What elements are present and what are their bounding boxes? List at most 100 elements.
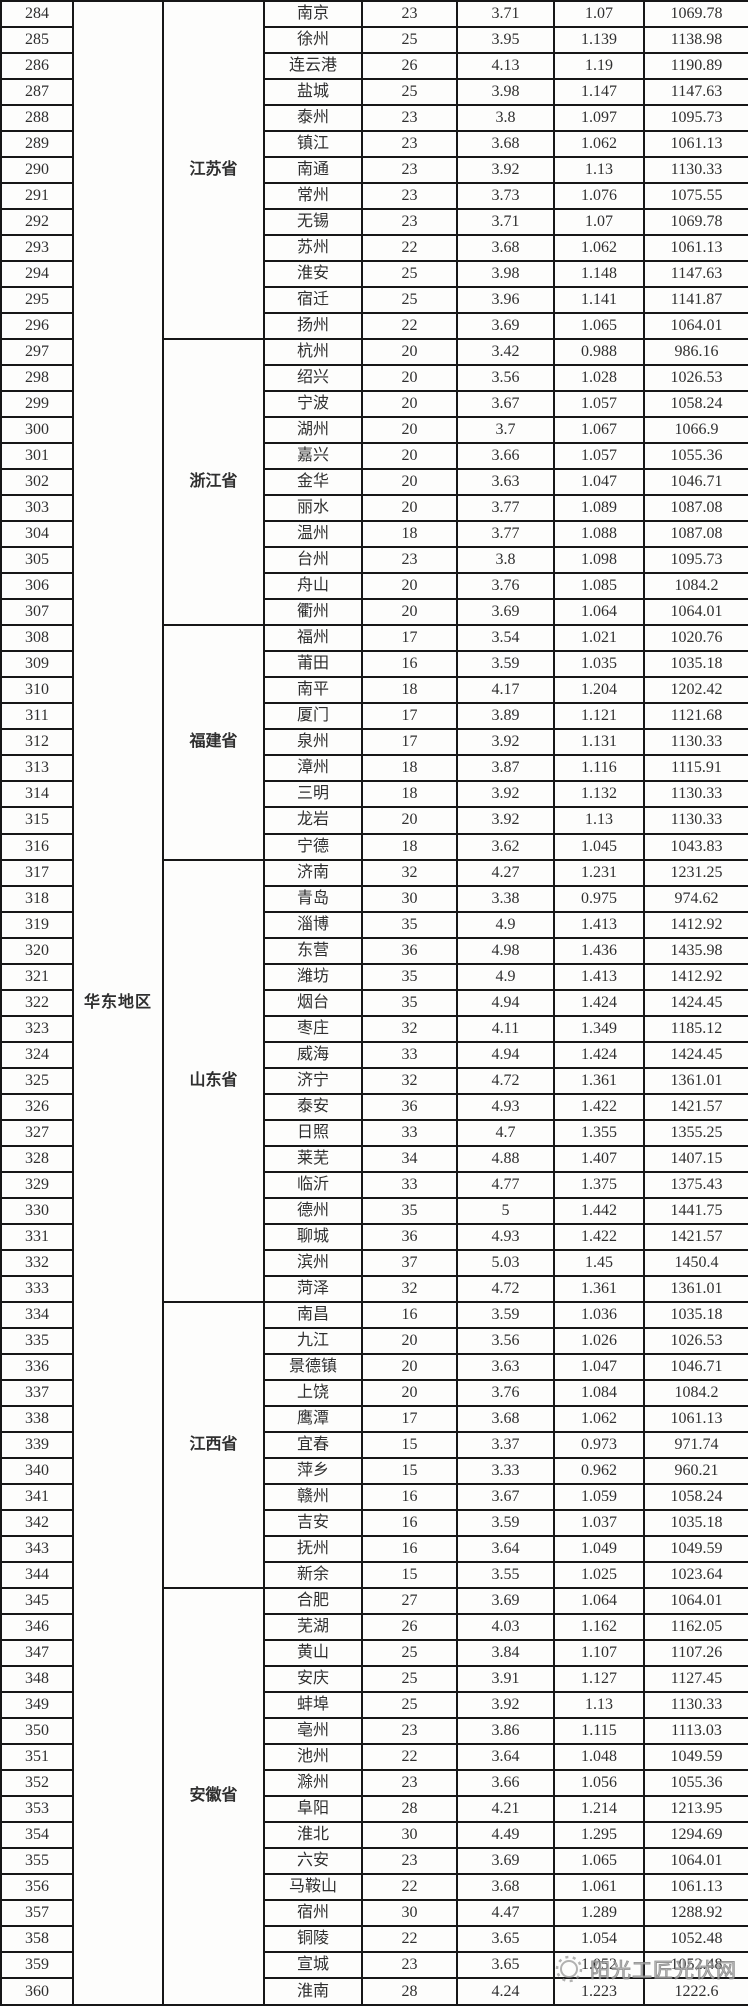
row-number-cell: 359 (0, 1951, 74, 1980)
city-cell: 漳州 (263, 754, 363, 783)
table-row: 289 镇江 23 3.68 1.062 1061.13 (0, 130, 748, 159)
table-row: 288 泰州 23 3.8 1.097 1095.73 (0, 104, 748, 133)
row-number-cell: 336 (0, 1352, 74, 1381)
table-row: 312 泉州 17 3.92 1.131 1130.33 (0, 728, 748, 757)
value-cell-1: 25 (361, 260, 458, 289)
value-cell-2: 3.95 (456, 26, 555, 55)
value-cell-4: 1130.33 (643, 806, 748, 835)
value-cell-4: 1095.73 (643, 546, 748, 575)
row-number-cell: 319 (0, 910, 74, 939)
row-number-cell: 320 (0, 936, 74, 965)
value-cell-3: 1.13 (553, 806, 645, 835)
row-number-cell: 341 (0, 1482, 74, 1511)
value-cell-3: 1.047 (553, 1352, 645, 1381)
table-row: 296 扬州 22 3.69 1.065 1064.01 (0, 312, 748, 341)
value-cell-2: 3.98 (456, 78, 555, 107)
value-cell-4: 1130.33 (643, 1691, 748, 1720)
value-cell-2: 3.59 (456, 1508, 555, 1537)
city-cell: 绍兴 (263, 364, 363, 393)
value-cell-4: 1061.13 (643, 130, 748, 159)
value-cell-2: 3.55 (456, 1560, 555, 1589)
value-cell-3: 1.097 (553, 104, 645, 133)
table-row: 301 嘉兴 20 3.66 1.057 1055.36 (0, 442, 748, 471)
table-row: 329 临沂 33 4.77 1.375 1375.43 (0, 1170, 748, 1199)
row-number-cell: 332 (0, 1248, 74, 1277)
city-cell: 丽水 (263, 494, 363, 523)
city-cell: 临沂 (263, 1170, 363, 1199)
value-cell-2: 4.13 (456, 52, 555, 81)
city-cell: 阜阳 (263, 1795, 363, 1824)
table-row: 306 舟山 20 3.76 1.085 1084.2 (0, 572, 748, 601)
value-cell-1: 18 (361, 832, 458, 861)
row-number-cell: 350 (0, 1717, 74, 1746)
city-cell: 湖州 (263, 416, 363, 445)
city-cell: 泰安 (263, 1092, 363, 1121)
table-row: 357 宿州 30 4.47 1.289 1288.92 (0, 1899, 748, 1928)
row-number-cell: 297 (0, 338, 74, 367)
value-cell-2: 3.87 (456, 754, 555, 783)
value-cell-2: 3.59 (456, 650, 555, 679)
value-cell-3: 1.047 (553, 468, 645, 497)
value-cell-4: 1087.08 (643, 520, 748, 549)
value-cell-4: 1130.33 (643, 728, 748, 757)
value-cell-4: 1035.18 (643, 1300, 748, 1329)
value-cell-1: 23 (361, 0, 458, 29)
table-row: 339 宜春 15 3.37 0.973 971.74 (0, 1430, 748, 1459)
value-cell-4: 1361.01 (643, 1066, 748, 1095)
row-number-cell: 296 (0, 312, 74, 341)
value-cell-3: 1.424 (553, 1040, 645, 1069)
value-cell-4: 1046.71 (643, 468, 748, 497)
value-cell-3: 0.975 (553, 884, 645, 913)
value-cell-2: 4.49 (456, 1821, 555, 1850)
value-cell-4: 1147.63 (643, 260, 748, 289)
table-row: 313 漳州 18 3.87 1.116 1115.91 (0, 754, 748, 783)
value-cell-2: 3.69 (456, 312, 555, 341)
city-cell: 三明 (263, 780, 363, 809)
value-cell-1: 18 (361, 780, 458, 809)
row-number-cell: 303 (0, 494, 74, 523)
province-cell: 浙江省 (162, 338, 265, 627)
value-cell-1: 16 (361, 1508, 458, 1537)
value-cell-2: 4.7 (456, 1118, 555, 1147)
value-cell-4: 1069.78 (643, 208, 748, 237)
city-cell: 抚州 (263, 1534, 363, 1563)
value-cell-4: 1435.98 (643, 936, 748, 965)
value-cell-3: 1.028 (553, 364, 645, 393)
city-cell: 吉安 (263, 1508, 363, 1537)
city-cell: 蚌埠 (263, 1691, 363, 1720)
value-cell-4: 1095.73 (643, 104, 748, 133)
row-number-cell: 353 (0, 1795, 74, 1824)
value-cell-1: 16 (361, 1482, 458, 1511)
value-cell-1: 23 (361, 208, 458, 237)
value-cell-3: 1.026 (553, 1326, 645, 1355)
row-number-cell: 328 (0, 1144, 74, 1173)
value-cell-2: 3.73 (456, 182, 555, 211)
table-row: 291 常州 23 3.73 1.076 1075.55 (0, 182, 748, 211)
city-cell: 黄山 (263, 1638, 363, 1668)
value-cell-4: 1026.53 (643, 1326, 748, 1355)
value-cell-1: 26 (361, 1612, 458, 1641)
value-cell-3: 1.422 (553, 1092, 645, 1121)
value-cell-4: 1115.91 (643, 754, 748, 783)
value-cell-2: 3.71 (456, 0, 555, 29)
value-cell-4: 1061.13 (643, 1873, 748, 1902)
city-cell: 上饶 (263, 1378, 363, 1407)
value-cell-4: 1049.59 (643, 1743, 748, 1772)
value-cell-1: 25 (361, 26, 458, 55)
value-cell-2: 3.38 (456, 884, 555, 913)
row-number-cell: 315 (0, 806, 74, 835)
value-cell-2: 3.8 (456, 104, 555, 133)
value-cell-4: 1066.9 (643, 416, 748, 445)
table-row: 311 厦门 17 3.89 1.121 1121.68 (0, 702, 748, 731)
value-cell-2: 3.92 (456, 728, 555, 757)
value-cell-3: 1.413 (553, 962, 645, 991)
city-cell: 潍坊 (263, 962, 363, 991)
value-cell-1: 20 (361, 1352, 458, 1381)
value-cell-4: 1231.25 (643, 858, 748, 887)
value-cell-2: 3.66 (456, 1769, 555, 1798)
value-cell-1: 18 (361, 754, 458, 783)
value-cell-1: 27 (361, 1586, 458, 1615)
row-number-cell: 356 (0, 1873, 74, 1902)
value-cell-2: 3.68 (456, 130, 555, 159)
